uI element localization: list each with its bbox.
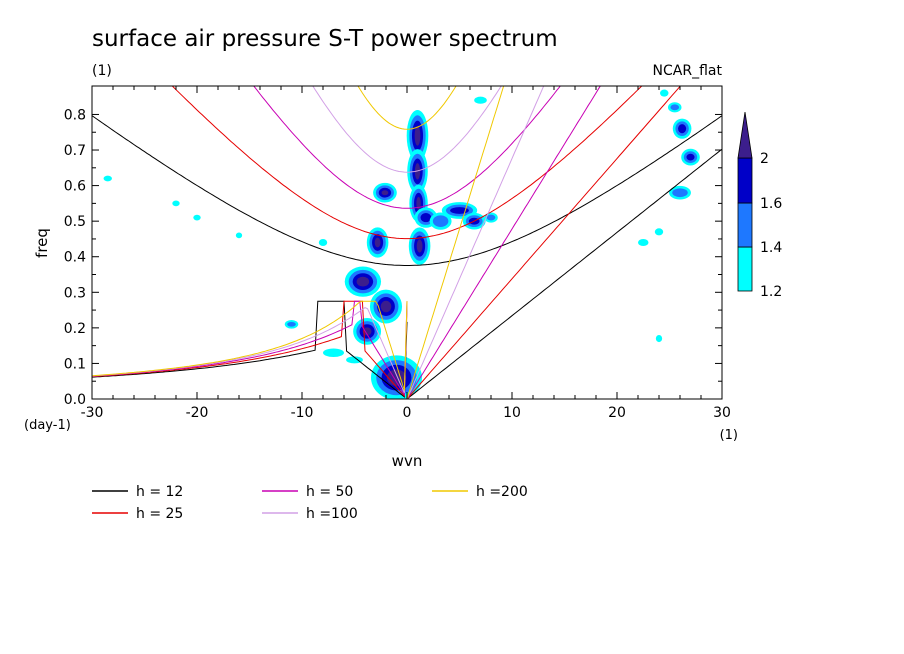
- y-tick-label: 0.5: [64, 214, 86, 230]
- kelvin-curve-h-50: [406, 86, 601, 399]
- x-tick-label: 0: [403, 405, 412, 421]
- kelvin-curve-h-25: [406, 86, 682, 399]
- x-axis-unit: (1): [720, 428, 738, 443]
- contour-blob-29-level-1: [235, 232, 243, 239]
- contour-blob-9-level-4: [380, 300, 392, 313]
- contour-blob-32-level-1: [654, 228, 664, 236]
- inertia-gravity-curve-h-100: [312, 86, 502, 173]
- chart-subtitle: (1): [92, 63, 112, 79]
- contour-blob-30-level-1: [474, 96, 487, 104]
- y-tick-label: 0.3: [64, 285, 86, 301]
- y-tick-label: 0.0: [64, 392, 86, 408]
- colorbar-segment-3: [737, 157, 753, 204]
- colorbar-label: 1.6: [760, 196, 782, 212]
- y-tick-label: 0.4: [64, 250, 86, 266]
- colorbar-label: 1.4: [760, 240, 782, 256]
- axis-ticks: -30 -20 -10 0 10 20 30 0.0 0.1 0.2 0.3 0.4 0.5 0.6 0.7…: [64, 86, 731, 421]
- y-axis-unit: (day-1): [24, 418, 71, 433]
- contour-blob-5-level-3: [420, 213, 432, 223]
- x-axis-label: wvn: [392, 452, 423, 470]
- contour-blob-24-level-1: [172, 200, 180, 207]
- contour-blob-8-level-4: [356, 276, 370, 287]
- contour-blob-12-level-2: [432, 215, 449, 227]
- x-tick-label: -30: [81, 405, 104, 421]
- y-axis-label: freq: [33, 228, 51, 258]
- colorbar-top-arrow: [737, 111, 753, 159]
- legend-label: h = 12: [136, 484, 183, 500]
- dispersion-curves: [92, 86, 722, 399]
- mixed-rossby-gravity-curve-h-200: [92, 300, 408, 391]
- contour-blob-21-level-1: [638, 238, 649, 247]
- contour-blob-23-level-1: [103, 175, 112, 182]
- chart-title: surface air pressure S-T power spectrum: [92, 26, 558, 52]
- legend-label: h = 50: [306, 484, 353, 500]
- colorbar-label: 2: [760, 151, 769, 167]
- x-tick-label: 10: [503, 405, 521, 421]
- y-tick-label: 0.6: [64, 179, 86, 195]
- contour-blob-18-level-2: [672, 188, 688, 198]
- contour-fill: [103, 89, 700, 399]
- contour-blob-28-level-1: [318, 238, 328, 247]
- kelvin-curve-h-100: [406, 86, 545, 399]
- contour-blob-6-level-4: [381, 190, 389, 196]
- mixed-rossby-gravity-curve-h-100: [92, 301, 408, 394]
- contour-blob-13-level-3: [450, 207, 469, 214]
- contour-blob-15-level-2: [486, 214, 496, 221]
- contour-blob-27-level-1: [346, 356, 363, 364]
- contour-blob-1-level-4: [414, 125, 421, 146]
- contour-blob-20-level-1: [655, 334, 663, 343]
- kelvin-curve-h-12: [406, 148, 722, 399]
- x-tick-label: 30: [713, 405, 731, 421]
- contour-blob-22-level-2: [287, 321, 296, 327]
- contour-blob-4-level-4: [416, 239, 423, 253]
- contour-blob-19-level-2: [670, 104, 680, 111]
- y-tick-label: 0.7: [64, 143, 86, 159]
- contour-blob-7-level-4: [374, 237, 381, 248]
- contour-blob-26-level-1: [323, 348, 344, 358]
- legend-label: h =100: [306, 506, 358, 522]
- y-tick-label: 0.8: [64, 107, 86, 123]
- colorbar-segment-1: [737, 246, 753, 292]
- contour-blob-10-level-4: [362, 327, 372, 336]
- x-tick-label: -20: [186, 405, 209, 421]
- inertia-gravity-curve-h-50: [253, 86, 561, 209]
- legend: h = 12 h = 25 h = 50 h =100 h =200: [92, 484, 528, 522]
- y-tick-label: 0.2: [64, 321, 86, 337]
- mixed-rossby-gravity-curve-h-50: [92, 300, 408, 397]
- legend-label: h =200: [476, 484, 528, 500]
- inertia-gravity-curve-h-200: [357, 86, 457, 130]
- y-tick-label: 0.1: [64, 356, 86, 372]
- contour-blob-3-level-4: [416, 196, 421, 210]
- x-tick-label: 20: [608, 405, 626, 421]
- contour-blob-16-level-3: [678, 124, 687, 134]
- x-tick-label: -10: [291, 405, 314, 421]
- mixed-rossby-gravity-curve-h-25: [92, 300, 408, 398]
- contour-blob-31-level-1: [660, 89, 669, 97]
- model-tag: NCAR_flat: [653, 63, 723, 79]
- mixed-rossby-gravity-curve-h-12: [92, 300, 408, 398]
- contour-blob-17-level-3: [686, 153, 695, 161]
- legend-label: h = 25: [136, 506, 183, 522]
- colorbar: 1.2 1.4 1.6 2: [737, 111, 782, 300]
- kelvin-curve-h-200: [406, 86, 505, 399]
- colorbar-label: 1.2: [760, 284, 782, 300]
- contour-blob-25-level-1: [193, 214, 201, 221]
- colorbar-segment-2: [737, 202, 753, 248]
- inertia-gravity-curve-h-25: [171, 86, 643, 240]
- inertia-gravity-curve-h-12: [92, 115, 722, 266]
